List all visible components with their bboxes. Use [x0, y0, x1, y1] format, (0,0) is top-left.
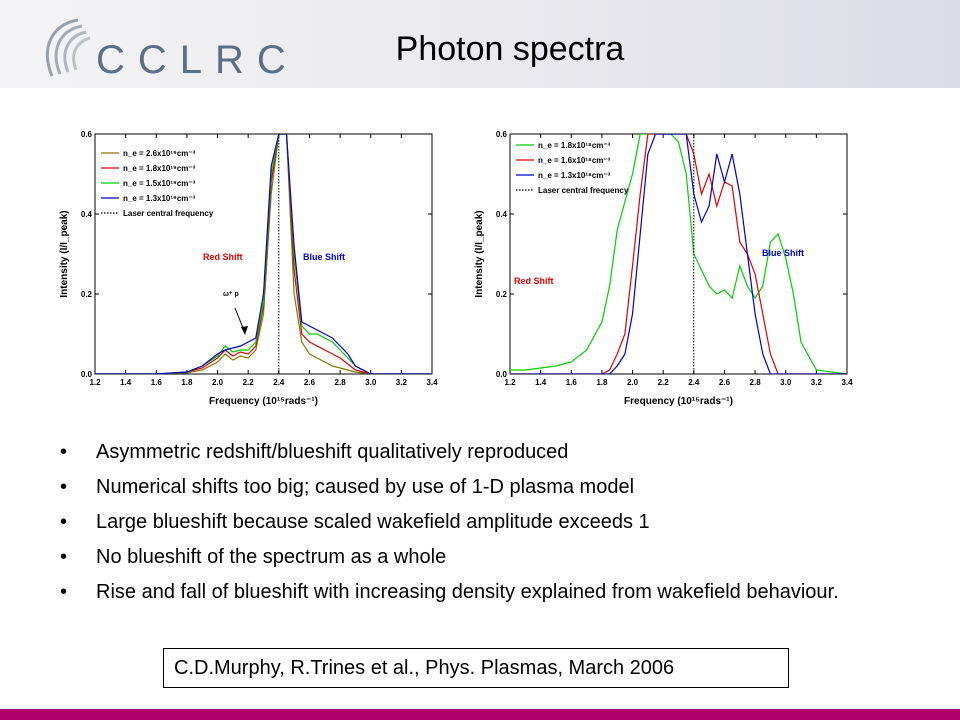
red-shift-label: Red Shift	[514, 276, 554, 286]
legend-label: n_e = 1.6x10¹⁸cm⁻³	[538, 156, 611, 165]
legend-label: Laser central frequency	[538, 186, 629, 195]
x-tick-label: 2.6	[719, 378, 731, 387]
x-tick-label: 3.2	[811, 378, 823, 387]
y-tick-label: 0.0	[496, 370, 508, 379]
x-tick-label: 2.2	[658, 378, 670, 387]
series-group	[95, 134, 432, 374]
y-tick-label: 0.6	[496, 130, 508, 139]
bullet-item: Large blueshift because scaled wakefield…	[60, 510, 910, 535]
blue-shift-label: Blue Shift	[762, 248, 804, 258]
x-tick-label: 2.4	[688, 378, 700, 387]
chart-right: 1.2 1.4 1.6 1.8 2.0 2.2 2.4 2.6 2.8 3.0 3.2 3.4 0.0 0…	[474, 130, 853, 407]
x-tick-label: 2.0	[627, 378, 639, 387]
plot-frame	[94, 133, 433, 375]
x-tick-label: 1.6	[151, 378, 163, 387]
x-tick-label: 1.6	[566, 378, 578, 387]
omega-p-label: ω⁺ p	[223, 291, 239, 298]
bullet-item: No blueshift of the spectrum as a whole	[60, 545, 910, 570]
y-tick-label: 0.4	[496, 210, 508, 219]
chart-left: 1.2 1.4 1.6 1.8 2.0 2.2 2.4 2.6 2.8 3.0 3.2 3.4 0.0 0…	[59, 130, 438, 407]
bullet-item: Asymmetric redshift/blueshift qualitativ…	[60, 440, 910, 465]
x-tick-label: 2.8	[335, 378, 347, 387]
bullet-list: Asymmetric redshift/blueshift qualitativ…	[60, 440, 910, 615]
x-tick-label: 3.0	[780, 378, 792, 387]
x-tick-label: 2.2	[243, 378, 255, 387]
legend-label: n_e = 1.5x10¹⁹cm⁻³	[123, 179, 196, 188]
y-tick-label: 0.2	[496, 290, 508, 299]
bullet-item: Numerical shifts too big; caused by use …	[60, 475, 910, 500]
x-tick-label: 1.2	[504, 378, 516, 387]
legend-label: n_e = 1.3x10¹⁸cm⁻³	[538, 171, 611, 180]
series-line-0	[95, 134, 432, 374]
legend-label: n_e = 1.8x10¹⁸cm⁻³	[538, 141, 611, 150]
omega-p-arrowhead	[241, 326, 248, 335]
x-tick-label: 1.4	[535, 378, 547, 387]
y-tick-label: 0.4	[81, 210, 93, 219]
x-tick-label: 1.2	[89, 378, 101, 387]
bullet-item: Rise and fall of blueshift with increasi…	[60, 580, 910, 605]
series-line-2	[95, 134, 432, 374]
logo-text: CCLRC	[96, 38, 299, 82]
x-tick-label: 1.4	[120, 378, 132, 387]
cclrc-logo-icon	[45, 18, 91, 77]
series-line-1	[95, 134, 432, 374]
legend-label: Laser central frequency	[123, 209, 214, 218]
x-tick-label: 2.8	[750, 378, 762, 387]
x-axis-label: Frequency (10¹⁵rads⁻¹)	[209, 396, 318, 407]
legend-label: n_e = 2.6x10¹⁹cm⁻³	[123, 149, 196, 158]
x-tick-label: 3.2	[396, 378, 408, 387]
blue-shift-label: Blue Shift	[303, 252, 345, 262]
x-tick-label: 3.4	[841, 378, 853, 387]
page-title: Photon spectra	[395, 30, 625, 68]
legend-label: n_e = 1.3x10¹⁹cm⁻³	[123, 194, 196, 203]
y-axis-label: Intensity (I/I_peak)	[59, 210, 70, 297]
x-tick-label: 1.8	[181, 378, 193, 387]
series-line-1	[510, 134, 847, 374]
x-tick-label: 2.6	[304, 378, 316, 387]
y-tick-label: 0.6	[81, 130, 93, 139]
x-tick-label: 1.8	[596, 378, 608, 387]
legend-label: n_e = 1.8x10¹⁹cm⁻³	[123, 164, 196, 173]
series-line-3	[95, 134, 432, 374]
red-shift-label: Red Shift	[203, 252, 243, 262]
series-line-0	[510, 134, 847, 374]
footer-bar	[0, 709, 960, 720]
header-bar: CCLRC Photon spectra	[0, 0, 960, 88]
citation-box: C.D.Murphy, R.Trines et al., Phys. Plasm…	[163, 648, 789, 688]
x-tick-label: 2.4	[273, 378, 285, 387]
x-axis-label: Frequency (10¹⁵rads⁻¹)	[624, 396, 733, 407]
y-axis-label: Intensity (I/I_peak)	[474, 210, 485, 297]
x-tick-label: 3.4	[426, 378, 438, 387]
y-tick-label: 0.0	[81, 370, 93, 379]
x-tick-label: 3.0	[365, 378, 377, 387]
y-tick-label: 0.2	[81, 290, 93, 299]
x-tick-label: 2.0	[212, 378, 224, 387]
